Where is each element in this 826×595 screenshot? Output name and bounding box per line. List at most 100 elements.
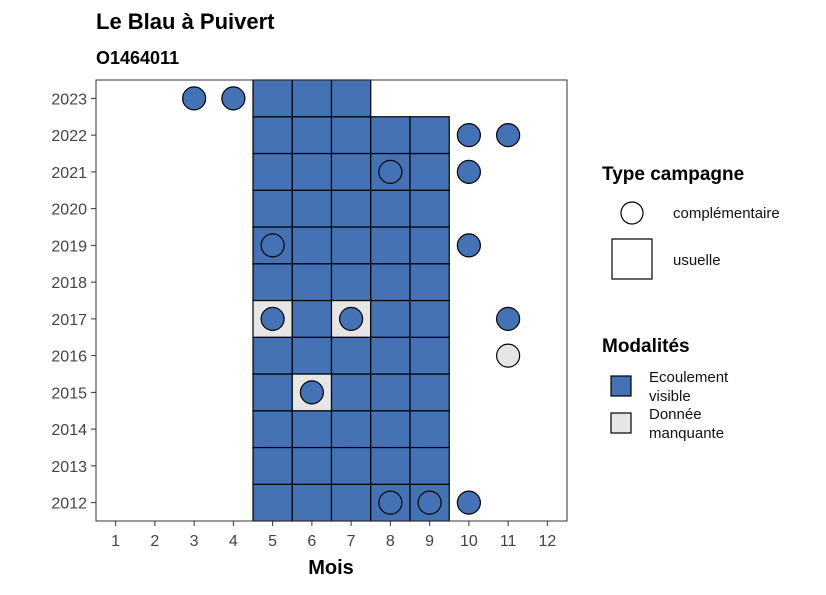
cell-usuelle bbox=[330, 226, 372, 265]
y-axis: 2012 2013 2014 2015 2016 2017 2018 2019 2020 2021… bbox=[51, 91, 96, 513]
cell-usuelle bbox=[409, 446, 450, 485]
x-tick-label: 10 bbox=[460, 533, 478, 550]
cell-usuelle bbox=[330, 263, 372, 302]
cell-usuelle bbox=[330, 336, 372, 375]
y-tick-label: 2016 bbox=[51, 349, 87, 366]
cell-usuelle bbox=[252, 152, 293, 191]
cell-usuelle bbox=[291, 152, 333, 191]
x-tick-label: 11 bbox=[500, 533, 517, 550]
y-tick-label: 2012 bbox=[51, 496, 87, 513]
point-complementaire bbox=[496, 123, 521, 148]
point-complementaire bbox=[456, 159, 481, 184]
y-tick-label: 2013 bbox=[51, 459, 87, 476]
cell-usuelle bbox=[330, 189, 372, 228]
cell-usuelle bbox=[252, 79, 293, 118]
cell-usuelle bbox=[330, 410, 372, 449]
point-complementaire bbox=[456, 490, 481, 515]
point-complementaire bbox=[339, 306, 364, 331]
cell-usuelle bbox=[291, 79, 333, 118]
point-complementaire bbox=[221, 86, 246, 111]
legend-type-title: Type campagne bbox=[602, 164, 744, 185]
x-tick-label: 6 bbox=[307, 533, 316, 550]
usual-campaign-cells bbox=[252, 79, 450, 522]
point-complementaire bbox=[260, 233, 285, 258]
cell-usuelle bbox=[291, 446, 333, 485]
legend-swatch-ecoulement bbox=[610, 375, 632, 397]
cell-usuelle bbox=[252, 483, 293, 522]
cell-usuelle bbox=[370, 410, 411, 449]
complementary-campaign-points bbox=[182, 86, 521, 515]
x-tick-label: 2 bbox=[150, 533, 159, 550]
legend-swatch-manquante bbox=[610, 412, 632, 434]
legend-mod-ecoulement-line1: Ecoulement bbox=[649, 369, 729, 386]
cell-usuelle bbox=[409, 410, 450, 449]
cell-usuelle bbox=[291, 226, 333, 265]
cell-usuelle bbox=[370, 226, 411, 265]
plot-frame bbox=[95, 79, 568, 522]
x-tick-label: 12 bbox=[538, 533, 556, 550]
cell-usuelle bbox=[330, 152, 372, 191]
y-tick-label: 2022 bbox=[51, 128, 87, 145]
cell-usuelle bbox=[291, 410, 333, 449]
legend-square-marker bbox=[611, 238, 653, 280]
point-complementaire bbox=[260, 306, 285, 331]
y-tick-label: 2017 bbox=[51, 312, 87, 329]
point-complementaire bbox=[182, 86, 207, 111]
cell-usuelle bbox=[291, 483, 333, 522]
cell-usuelle bbox=[291, 263, 333, 302]
x-tick-label: 1 bbox=[111, 533, 120, 550]
cell-usuelle bbox=[370, 299, 411, 338]
x-tick-label: 8 bbox=[386, 533, 395, 550]
cell-usuelle bbox=[252, 410, 293, 449]
legend-mod-manquante-line2: manquante bbox=[649, 425, 724, 442]
x-axis-label: Mois bbox=[308, 557, 354, 579]
y-tick-label: 2023 bbox=[51, 91, 87, 108]
chart-title: Le Blau à Puivert bbox=[96, 9, 275, 34]
cell-usuelle bbox=[409, 373, 450, 412]
point-complementaire bbox=[299, 380, 324, 405]
point-complementaire bbox=[378, 490, 403, 515]
cell-usuelle bbox=[330, 446, 372, 485]
x-tick-label: 4 bbox=[229, 533, 238, 550]
cell-usuelle bbox=[330, 483, 372, 522]
cell-usuelle bbox=[370, 189, 411, 228]
legend: Type campagne complémentaire usuelle Mod… bbox=[602, 164, 780, 442]
legend-mod-ecoulement-line2: visible bbox=[649, 388, 691, 405]
cell-usuelle bbox=[409, 152, 450, 191]
cell-usuelle bbox=[252, 189, 293, 228]
y-tick-label: 2019 bbox=[51, 238, 87, 255]
cell-usuelle bbox=[370, 336, 411, 375]
x-tick-label: 3 bbox=[190, 533, 199, 550]
x-axis: 1 2 3 4 5 6 7 8 9 10 11 12 bbox=[111, 521, 556, 550]
chart-subtitle: O1464011 bbox=[96, 48, 179, 68]
legend-circle-marker bbox=[620, 201, 644, 225]
cell-usuelle bbox=[252, 446, 293, 485]
cell-usuelle bbox=[370, 116, 411, 155]
cell-usuelle bbox=[370, 373, 411, 412]
cell-usuelle bbox=[409, 263, 450, 302]
cell-usuelle bbox=[409, 116, 450, 155]
cell-usuelle bbox=[370, 263, 411, 302]
point-complementaire bbox=[456, 123, 481, 148]
cell-usuelle bbox=[291, 189, 333, 228]
legend-mod-title: Modalités bbox=[602, 336, 690, 357]
point-complementaire bbox=[496, 343, 521, 368]
cell-usuelle bbox=[409, 189, 450, 228]
y-tick-label: 2020 bbox=[51, 202, 87, 219]
cell-usuelle bbox=[330, 373, 372, 412]
cell-usuelle bbox=[330, 116, 372, 155]
legend-type-complementaire: complémentaire bbox=[673, 205, 780, 222]
legend-type-usuelle: usuelle bbox=[673, 252, 721, 269]
x-tick-label: 9 bbox=[425, 533, 434, 550]
point-complementaire bbox=[417, 490, 442, 515]
cell-usuelle bbox=[370, 446, 411, 485]
cell-usuelle bbox=[252, 263, 293, 302]
y-tick-label: 2021 bbox=[51, 165, 87, 182]
x-tick-label: 7 bbox=[347, 533, 356, 550]
point-complementaire bbox=[378, 159, 403, 184]
cell-usuelle bbox=[409, 336, 450, 375]
y-tick-label: 2014 bbox=[51, 422, 87, 439]
x-tick-label: 5 bbox=[268, 533, 277, 550]
y-tick-label: 2015 bbox=[51, 385, 87, 402]
